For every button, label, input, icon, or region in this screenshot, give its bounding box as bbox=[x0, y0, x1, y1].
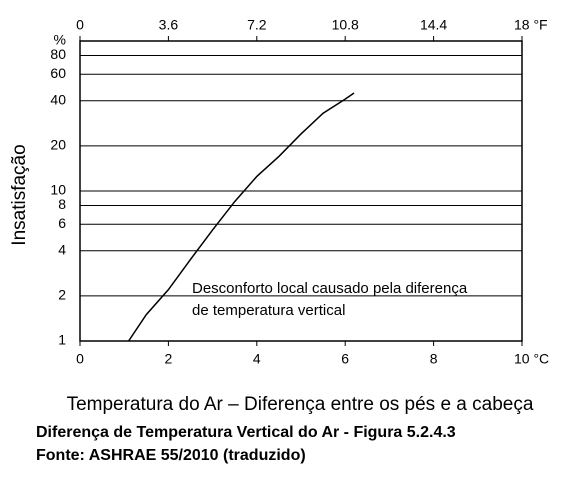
y-tick-label: 4 bbox=[58, 241, 66, 257]
x-tick-label: 6 bbox=[341, 351, 349, 367]
y-tick-label: 20 bbox=[50, 137, 66, 153]
annotation: Desconforto local causado pela diferença bbox=[192, 280, 468, 297]
x2-tick-label: 10.8 bbox=[332, 17, 359, 33]
x-axis-label: Temperatura do Ar – Diferença entre os p… bbox=[67, 394, 534, 415]
caption: Diferença de Temperatura Vertical do Ar … bbox=[36, 424, 456, 441]
y-tick-label: 80 bbox=[50, 46, 66, 62]
y-tick-label: 6 bbox=[58, 215, 66, 231]
x-tick-label: 2 bbox=[165, 351, 173, 367]
x2-tick-label: 7.2 bbox=[247, 17, 267, 33]
y-tick-label: 2 bbox=[58, 287, 66, 303]
x2-tick-label: 18 °F bbox=[514, 17, 548, 33]
x-tick-label: 8 bbox=[430, 351, 438, 367]
x-tick-label: 4 bbox=[253, 351, 261, 367]
x2-tick-label: 0 bbox=[76, 17, 84, 33]
x2-tick-label: 14.4 bbox=[420, 17, 447, 33]
x2-tick-label: 3.6 bbox=[159, 17, 179, 33]
caption: Fonte: ASHRAE 55/2010 (traduzido) bbox=[36, 447, 306, 464]
x-tick-label: 10 °C bbox=[514, 351, 549, 367]
y-unit-label: % bbox=[54, 32, 66, 48]
y-tick-label: 8 bbox=[58, 196, 66, 212]
data-line bbox=[127, 92, 355, 342]
x-tick-label: 0 bbox=[76, 351, 84, 367]
annotation: de temperatura vertical bbox=[192, 302, 345, 319]
y-axis-label: Insatisfação bbox=[9, 144, 30, 245]
y-tick-label: 10 bbox=[50, 182, 66, 198]
y-tick-label: 60 bbox=[50, 65, 66, 81]
y-tick-label: 40 bbox=[50, 91, 66, 107]
y-tick-label: 1 bbox=[58, 332, 66, 348]
